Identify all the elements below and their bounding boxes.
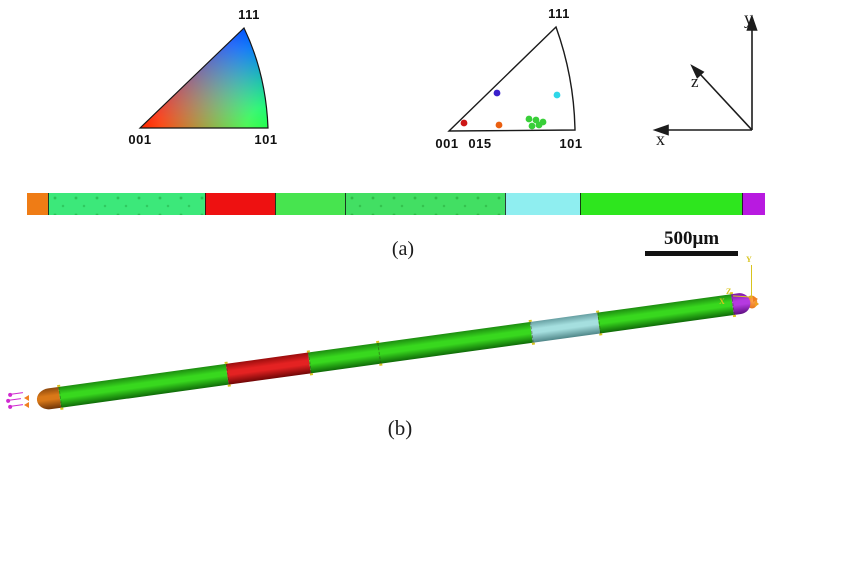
pole-point-green xyxy=(535,121,543,129)
rod-joint-tick xyxy=(376,340,380,344)
triad-y-label: Y xyxy=(746,255,752,264)
constraint-arrow-icon xyxy=(7,392,24,397)
rod-joint-tick xyxy=(732,314,737,318)
ipf-color-key xyxy=(138,26,269,129)
constraint-arrow-dot xyxy=(7,392,13,397)
pole-figure-label-015: 015 xyxy=(468,136,492,151)
z-axis-label: z xyxy=(691,72,699,91)
y-axis-arrowhead xyxy=(746,14,758,31)
ipf-key-label-111: 111 xyxy=(238,7,260,22)
strip-segment-purple xyxy=(742,193,765,215)
rod-joint-tick xyxy=(528,319,532,323)
constraint-arrow-icon xyxy=(7,404,24,409)
pole-figure xyxy=(447,25,576,132)
pole-figure-label-101: 101 xyxy=(559,136,583,151)
rod-joint-tick xyxy=(531,342,536,345)
strip-segment-green-3 xyxy=(345,193,505,215)
strip-segment-green-2 xyxy=(275,193,345,215)
coordinate-axes xyxy=(652,14,758,136)
pole-point-dark-red xyxy=(460,119,468,127)
rod-segment-red xyxy=(225,352,311,385)
pole-point-green xyxy=(528,122,536,130)
rod-face-arrow-icon xyxy=(24,395,29,401)
pole-figure-label-001: 001 xyxy=(435,136,459,151)
x-axis-label: x xyxy=(656,129,665,149)
ipf-key-outline xyxy=(138,26,269,129)
scale-bar-text: 500μm xyxy=(663,228,720,249)
ipf-key-label-001: 001 xyxy=(128,132,152,147)
ebsd-strip xyxy=(27,193,765,215)
triad-x-label: X xyxy=(719,297,725,306)
ipf-key-label-101: 101 xyxy=(254,132,278,147)
scale-bar-line xyxy=(645,251,738,256)
rod-joint-tick xyxy=(309,373,314,376)
pole-point-green xyxy=(532,116,540,124)
triad-z-label: Z xyxy=(726,287,732,296)
pole-point-green xyxy=(525,115,533,123)
rod-tip-arrow-icon xyxy=(755,301,759,307)
rod-joint-tick xyxy=(595,310,600,313)
strip-segment-orange xyxy=(27,193,48,215)
rod-segment-green-1 xyxy=(58,363,229,408)
triad-y-axis xyxy=(751,265,752,298)
rod-joint-tick xyxy=(379,363,383,366)
rod-face-arrow-icon xyxy=(24,402,29,408)
constraint-arrow-icon xyxy=(5,398,22,403)
strip-segment-green-1 xyxy=(48,193,205,215)
rod-segment-green-3 xyxy=(597,294,734,334)
pole-figure-outline xyxy=(447,25,576,132)
panel-a-label: (a) xyxy=(391,238,415,260)
rod-joint-tick xyxy=(306,350,310,353)
rod-joint-tick xyxy=(227,384,231,387)
rod-joint-tick xyxy=(60,407,64,410)
strip-segment-cyan xyxy=(505,193,580,215)
panel-b-label: (b) xyxy=(387,416,413,440)
strip-segment-green-4 xyxy=(580,193,742,215)
rod-segment-brown-cap xyxy=(35,386,62,411)
rod-tip-arrow-icon xyxy=(753,296,758,302)
rod-joint-tick xyxy=(57,384,61,388)
strip-segment-red xyxy=(205,193,275,215)
pole-figure-label-111: 111 xyxy=(548,6,570,21)
rod-joint-tick xyxy=(599,333,603,336)
rod xyxy=(35,290,762,411)
rod-segment-cyan xyxy=(529,312,601,343)
pole-point-indigo xyxy=(493,89,501,97)
pole-figure-points xyxy=(460,89,561,130)
pole-point-orange xyxy=(495,121,503,129)
constraint-arrow-dot xyxy=(5,398,11,403)
y-axis-label: y xyxy=(744,8,753,28)
rod-segment-green-2 xyxy=(307,321,533,374)
rod-joint-tick xyxy=(224,361,228,365)
pole-point-cyan xyxy=(553,91,561,99)
x-axis-arrowhead xyxy=(652,124,669,136)
z-axis-arrowhead xyxy=(690,64,705,79)
constraint-arrow-dot xyxy=(7,404,13,409)
